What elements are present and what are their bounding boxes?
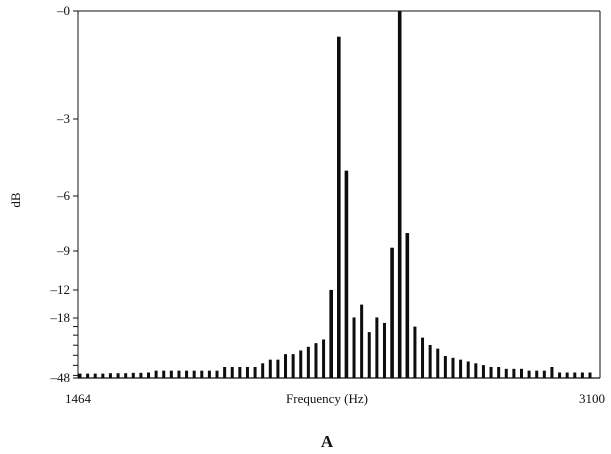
spectral-line bbox=[588, 372, 592, 378]
spectral-line bbox=[344, 170, 349, 378]
y-tick-label: –0 bbox=[56, 3, 70, 18]
spectral-lines bbox=[78, 11, 592, 379]
y-axis-ticks: –0 –3 –6 –9 –12 –18 –48 bbox=[50, 3, 78, 385]
y-axis-title: dB bbox=[8, 192, 23, 208]
spectral-line bbox=[78, 373, 82, 378]
x-tick-label-min: 1464 bbox=[65, 391, 92, 406]
spectral-line bbox=[223, 366, 227, 378]
y-tick-label: –3 bbox=[56, 111, 70, 126]
spectral-line bbox=[421, 337, 425, 378]
spectral-line bbox=[108, 373, 112, 378]
spectral-line bbox=[375, 317, 379, 378]
spectral-line bbox=[215, 370, 219, 378]
spectral-line bbox=[268, 359, 272, 378]
spectral-line bbox=[459, 359, 463, 378]
x-tick-label-max: 3100 bbox=[579, 391, 605, 406]
spectral-line bbox=[558, 372, 562, 378]
spectral-line bbox=[291, 354, 295, 378]
spectral-line bbox=[474, 363, 478, 378]
y-tick-label: –48 bbox=[50, 370, 71, 385]
spectral-line bbox=[565, 372, 569, 378]
spectral-line bbox=[200, 370, 204, 378]
spectral-line bbox=[86, 373, 90, 378]
spectral-line bbox=[352, 317, 356, 378]
spectral-line bbox=[337, 36, 341, 378]
spectral-line bbox=[573, 372, 577, 378]
spectral-line bbox=[550, 366, 554, 378]
spectral-line bbox=[322, 339, 326, 378]
spectral-line bbox=[413, 326, 417, 378]
spectral-line bbox=[131, 372, 135, 378]
spectral-line bbox=[139, 372, 143, 378]
spectral-line bbox=[230, 366, 234, 378]
spectral-line bbox=[299, 350, 303, 378]
panel-label: A bbox=[321, 432, 334, 451]
spectral-line bbox=[147, 372, 151, 378]
spectral-line bbox=[436, 348, 440, 378]
spectral-line bbox=[329, 289, 333, 378]
spectral-line bbox=[124, 373, 128, 378]
spectral-line bbox=[489, 366, 493, 378]
spectral-line bbox=[481, 365, 485, 378]
spectral-line bbox=[284, 354, 288, 378]
spectral-line bbox=[177, 370, 181, 378]
spectral-line bbox=[535, 370, 539, 378]
y-tick-label: –18 bbox=[50, 310, 71, 325]
spectral-line bbox=[542, 370, 546, 378]
spectral-line bbox=[207, 370, 211, 378]
spectral-line bbox=[405, 233, 410, 378]
y-tick-label: –12 bbox=[50, 282, 71, 297]
spectral-line bbox=[497, 366, 501, 378]
spectral-line bbox=[154, 370, 158, 378]
spectral-line bbox=[261, 363, 265, 378]
spectral-line bbox=[519, 368, 523, 378]
spectral-line bbox=[93, 373, 97, 378]
spectral-line bbox=[185, 370, 189, 378]
spectral-line bbox=[245, 366, 249, 378]
spectral-line bbox=[169, 370, 173, 378]
spectral-line bbox=[527, 370, 531, 378]
spectral-line bbox=[443, 355, 447, 378]
spectral-line bbox=[397, 11, 402, 378]
spectral-line bbox=[192, 370, 196, 378]
spectral-line bbox=[466, 361, 470, 379]
spectral-line bbox=[314, 343, 318, 378]
spectral-line bbox=[101, 373, 105, 378]
spectral-line bbox=[276, 359, 280, 378]
spectral-line bbox=[504, 368, 508, 378]
spectral-line bbox=[451, 357, 455, 378]
spectral-line bbox=[390, 247, 394, 378]
spectral-line bbox=[116, 373, 120, 378]
spectral-line bbox=[238, 366, 242, 378]
spectral-line bbox=[382, 322, 386, 378]
spectral-line bbox=[360, 304, 364, 378]
spectral-line bbox=[512, 368, 516, 378]
spectral-line bbox=[367, 332, 371, 379]
spectral-line bbox=[580, 372, 584, 378]
spectral-line bbox=[253, 366, 257, 378]
y-tick-label: –9 bbox=[56, 243, 70, 258]
spectral-line bbox=[428, 344, 432, 378]
spectral-line bbox=[162, 370, 166, 378]
x-axis-title: Frequency (Hz) bbox=[286, 391, 368, 406]
y-tick-label: –6 bbox=[56, 188, 71, 203]
spectral-line bbox=[306, 346, 310, 379]
